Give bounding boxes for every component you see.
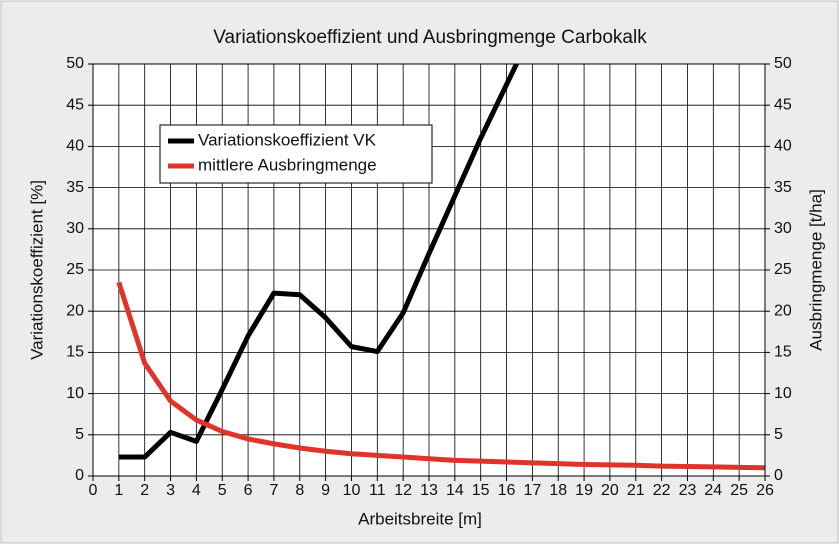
x-tick-label: 21 — [627, 482, 645, 499]
x-tick-label: 23 — [679, 482, 697, 499]
x-tick-label: 24 — [704, 482, 722, 499]
x-tick-label: 4 — [192, 482, 201, 499]
x-tick-label: 2 — [140, 482, 149, 499]
x-tick-label: 19 — [575, 482, 593, 499]
y-tick-label: 15 — [66, 344, 84, 361]
x-tick-label: 17 — [523, 482, 541, 499]
y2-axis-label: Ausbringmenge [t/ha] — [806, 189, 825, 351]
y2-tick-label: 5 — [774, 426, 783, 443]
legend-label: mittlere Ausbringmenge — [198, 155, 377, 174]
y2-tick-label: 45 — [774, 96, 792, 113]
x-tick-label: 1 — [114, 482, 123, 499]
y2-tick-label: 35 — [774, 179, 792, 196]
y-tick-label: 35 — [66, 179, 84, 196]
x-tick-label: 5 — [218, 482, 227, 499]
x-tick-label: 7 — [269, 482, 278, 499]
x-tick-label: 22 — [653, 482, 671, 499]
y2-tick-label: 0 — [774, 467, 783, 484]
y2-tick-label: 30 — [774, 220, 792, 237]
x-tick-label: 25 — [730, 482, 748, 499]
x-tick-label: 0 — [89, 482, 98, 499]
y-tick-label: 20 — [66, 302, 84, 319]
x-tick-label: 10 — [343, 482, 361, 499]
legend-label: Variationskoeffizient VK — [198, 130, 377, 149]
y-tick-label: 0 — [75, 467, 84, 484]
y2-tick-label: 50 — [774, 55, 792, 72]
x-axis-label: Arbeitsbreite [m] — [358, 509, 482, 528]
x-tick-label: 16 — [498, 482, 516, 499]
y-tick-label: 45 — [66, 96, 84, 113]
x-tick-label: 15 — [472, 482, 490, 499]
x-tick-label: 14 — [446, 482, 464, 499]
series-line — [116, 281, 765, 471]
series-line — [118, 64, 520, 460]
x-tick-label: 18 — [549, 482, 567, 499]
y-axis-label: Variationskoeffizient [%] — [27, 180, 46, 360]
y2-tick-label: 15 — [774, 344, 792, 361]
x-tick-label: 26 — [756, 482, 774, 499]
x-tick-label: 9 — [321, 482, 330, 499]
x-tick-label: 11 — [369, 482, 386, 499]
y-tick-label: 50 — [66, 55, 84, 72]
y-tick-label: 25 — [66, 261, 84, 278]
x-tick-label: 6 — [244, 482, 253, 499]
y2-tick-label: 25 — [774, 261, 792, 278]
y2-tick-label: 20 — [774, 302, 792, 319]
y2-tick-label: 10 — [774, 385, 792, 402]
plot-frame — [92, 63, 766, 477]
x-tick-label: 12 — [394, 482, 412, 499]
x-tick-label: 13 — [420, 482, 438, 499]
y-tick-label: 5 — [75, 426, 84, 443]
y-tick-label: 30 — [66, 220, 84, 237]
x-tick-label: 20 — [601, 482, 619, 499]
y-tick-label: 10 — [66, 385, 84, 402]
x-tick-label: 8 — [295, 482, 304, 499]
legend-box — [159, 124, 433, 184]
y-tick-label: 40 — [66, 138, 84, 155]
x-tick-label: 3 — [166, 482, 175, 499]
y2-tick-label: 40 — [774, 138, 792, 155]
chart-title: Variationskoeffizient und Ausbringmenge … — [213, 27, 647, 48]
